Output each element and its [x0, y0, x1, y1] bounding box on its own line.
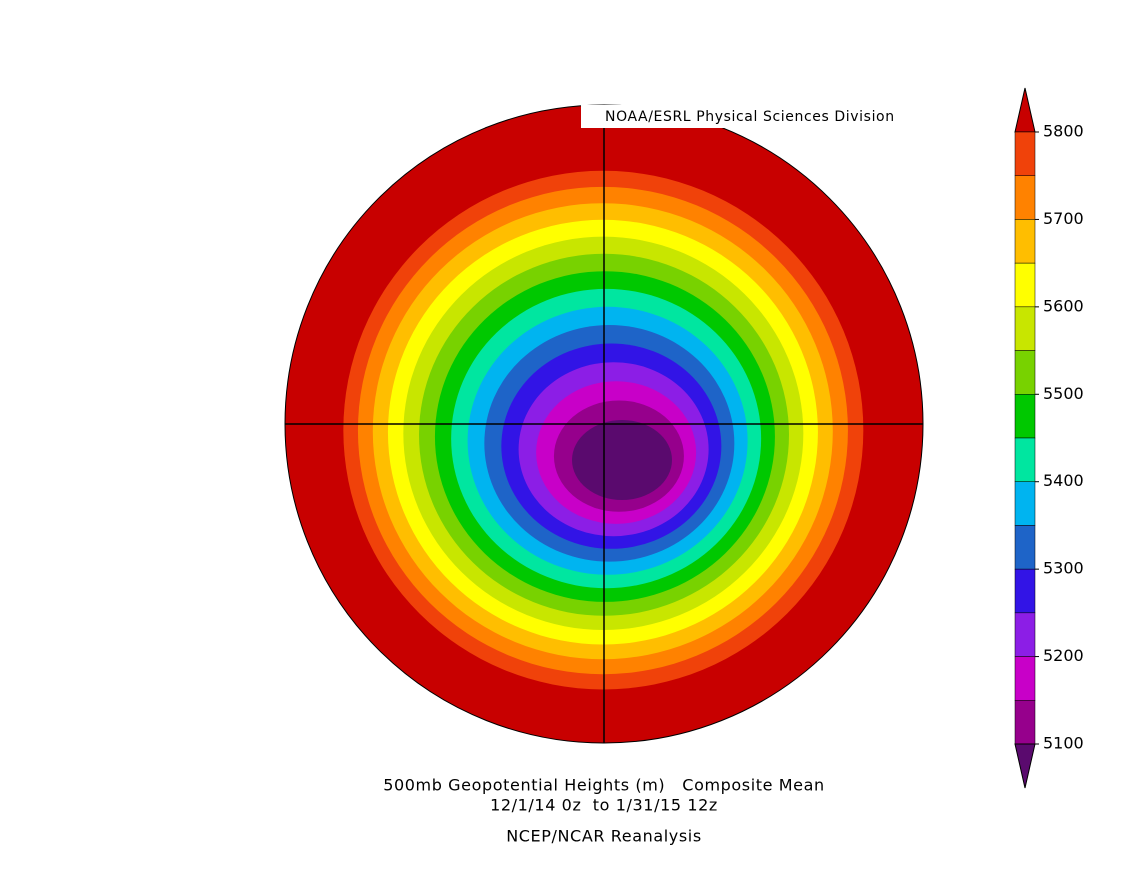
caption-dates: 12/1/14 0z to 1/31/15 12z: [490, 796, 718, 815]
colorbar-band: [1014, 437, 1036, 482]
colorbar-band: [1014, 700, 1036, 745]
colorbar: 5800 5700 5600 5500 5400 5300 5200 5100: [1014, 87, 1084, 789]
colorbar-band: [1014, 525, 1036, 570]
colorbar-tick-label: 5600: [1043, 296, 1084, 315]
colorbar-arrow: [1014, 87, 1036, 133]
colorbar-band: [1014, 481, 1036, 526]
caption-title: 500mb Geopotential Heights (m) Composite…: [383, 776, 825, 795]
colorbar-tick-label: 5400: [1043, 471, 1084, 490]
colorbar-band: [1014, 656, 1036, 701]
colorbar-band: [1014, 568, 1036, 614]
colorbar-tick-label: 5700: [1043, 209, 1084, 228]
colorbar-band: [1014, 219, 1036, 264]
colorbar-band: [1014, 350, 1036, 395]
colorbar-tick-label: 5200: [1043, 646, 1084, 665]
credit-box: [581, 105, 920, 128]
colorbar-band: [1014, 306, 1036, 351]
credit: NOAA/ESRL Physical Sciences Division: [605, 109, 895, 125]
colorbar-tick-label: 5100: [1043, 734, 1084, 753]
colorbar-arrow: [1014, 743, 1036, 789]
colorbar-tick-label: 5300: [1043, 559, 1084, 578]
contour-band: [572, 420, 672, 500]
colorbar-tick-label: 5500: [1043, 384, 1084, 403]
colorbar-band: [1014, 175, 1036, 220]
colorbar-band: [1014, 394, 1036, 439]
caption-source: NCEP/NCAR Reanalysis: [506, 827, 702, 846]
colorbar-band: [1014, 262, 1036, 308]
colorbar-tick-label: 5800: [1043, 122, 1084, 141]
colorbar-band: [1014, 612, 1036, 657]
colorbar-band: [1014, 131, 1036, 176]
